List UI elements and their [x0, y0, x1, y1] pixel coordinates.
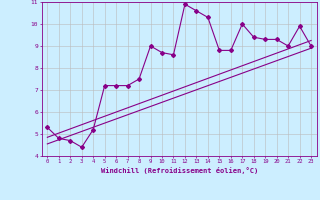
- X-axis label: Windchill (Refroidissement éolien,°C): Windchill (Refroidissement éolien,°C): [100, 167, 258, 174]
